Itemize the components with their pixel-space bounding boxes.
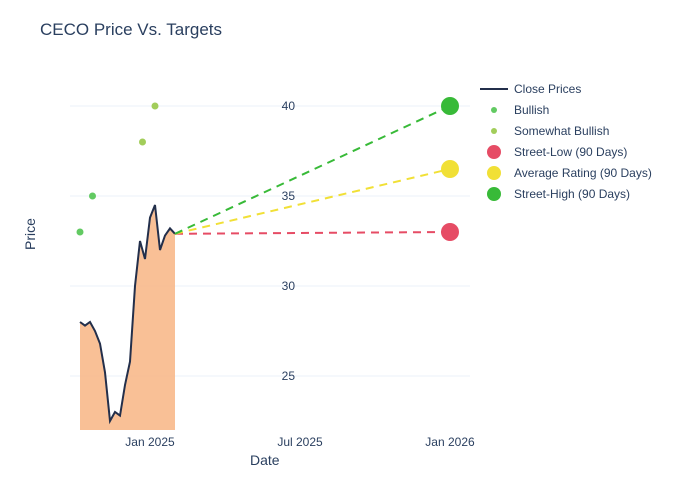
legend-label: Street-High (90 Days) bbox=[514, 187, 630, 201]
x-tick: Jan 2025 bbox=[125, 435, 174, 449]
y-tick: 30 bbox=[255, 279, 295, 293]
bullish-dot bbox=[89, 193, 96, 200]
legend-item[interactable]: Bullish bbox=[480, 101, 652, 119]
bullish-dot bbox=[77, 229, 84, 236]
legend-dot-icon bbox=[480, 145, 508, 159]
y-tick: 35 bbox=[255, 189, 295, 203]
y-axis-label: Price bbox=[22, 218, 38, 250]
close-area bbox=[80, 205, 175, 430]
somewhat-bullish-dot bbox=[152, 103, 159, 110]
chart-title: CECO Price Vs. Targets bbox=[40, 20, 222, 40]
somewhat-bullish-dot bbox=[139, 139, 146, 146]
legend-dot-icon bbox=[480, 187, 508, 201]
target-line-high bbox=[175, 106, 450, 234]
legend-item[interactable]: Street-High (90 Days) bbox=[480, 185, 652, 203]
x-tick: Jan 2026 bbox=[425, 435, 474, 449]
target-line-low bbox=[175, 232, 450, 234]
legend-label: Street-Low (90 Days) bbox=[514, 145, 627, 159]
legend-dot-icon bbox=[480, 128, 508, 134]
legend-dot-icon bbox=[480, 166, 508, 180]
target-line-avg bbox=[175, 169, 450, 234]
legend-item[interactable]: Average Rating (90 Days) bbox=[480, 164, 652, 182]
target-marker-low bbox=[441, 223, 459, 241]
x-tick: Jul 2025 bbox=[277, 435, 322, 449]
legend-item[interactable]: Somewhat Bullish bbox=[480, 122, 652, 140]
y-tick: 40 bbox=[255, 99, 295, 113]
y-tick: 25 bbox=[255, 369, 295, 383]
target-marker-high bbox=[441, 97, 459, 115]
legend-label: Bullish bbox=[514, 103, 549, 117]
legend: Close Prices Bullish Somewhat Bullish Stree… bbox=[480, 80, 652, 206]
legend-dot-icon bbox=[480, 107, 508, 113]
target-marker-avg bbox=[441, 160, 459, 178]
legend-label: Close Prices bbox=[514, 82, 581, 96]
legend-label: Average Rating (90 Days) bbox=[514, 166, 652, 180]
legend-item[interactable]: Street-Low (90 Days) bbox=[480, 143, 652, 161]
x-axis-label: Date bbox=[250, 452, 280, 468]
legend-line-icon bbox=[480, 88, 508, 90]
legend-item[interactable]: Close Prices bbox=[480, 80, 652, 98]
legend-label: Somewhat Bullish bbox=[514, 124, 609, 138]
